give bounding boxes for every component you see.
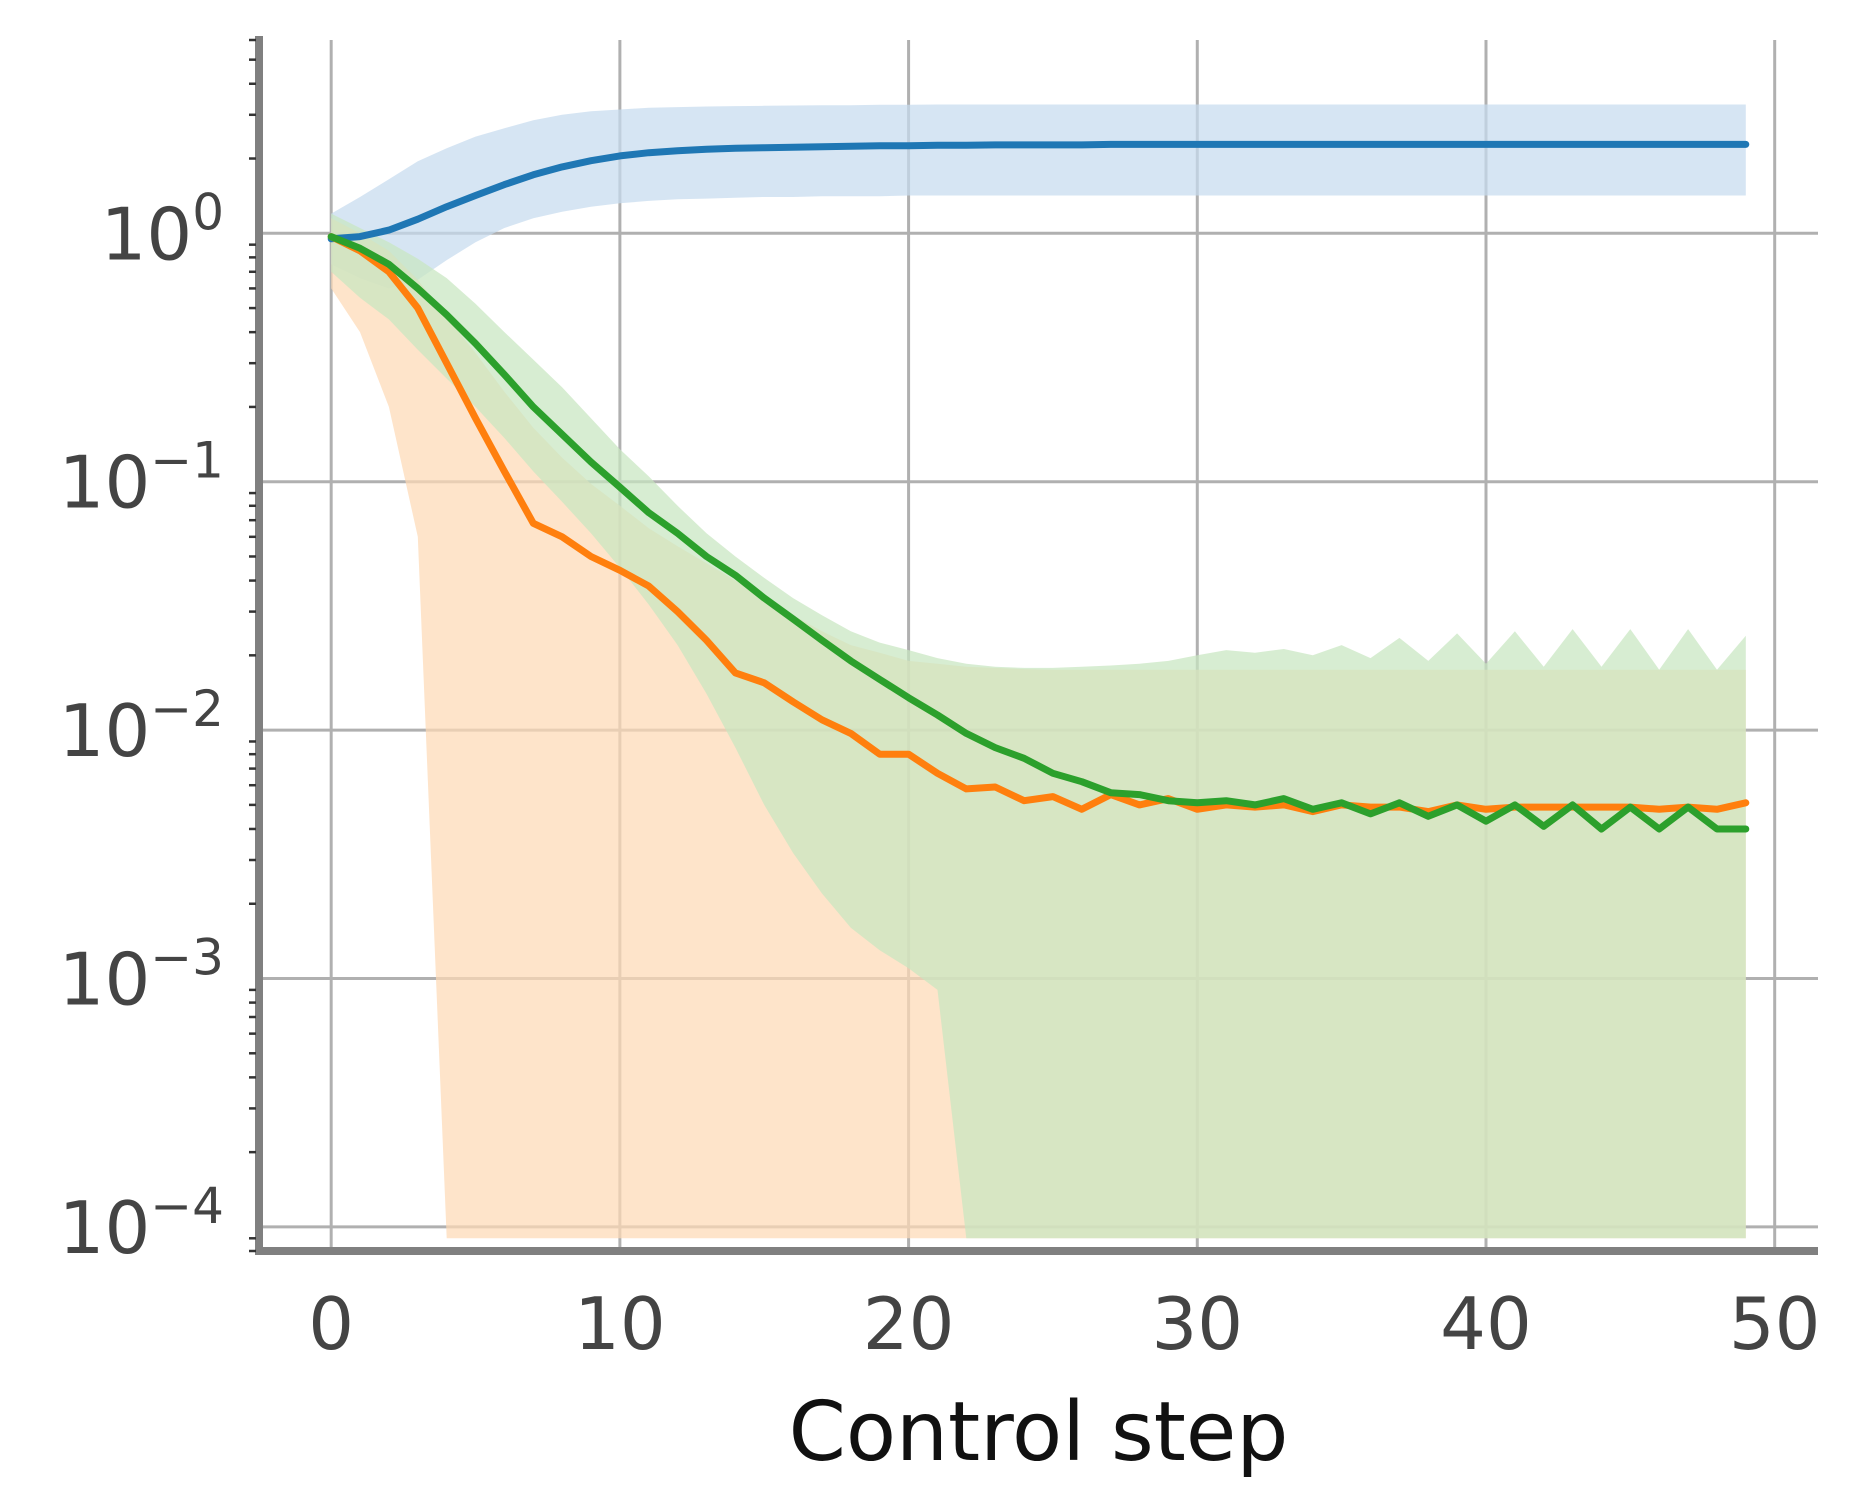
y-tick-exponent: −1: [150, 432, 224, 490]
x-tick-label: 0: [308, 1282, 354, 1366]
x-tick-label: 40: [1440, 1282, 1532, 1366]
x-tick-label: 10: [574, 1282, 666, 1366]
x-tick-label: 30: [1151, 1282, 1243, 1366]
y-tick-label: 10−4: [59, 1177, 224, 1270]
y-tick-base: 10: [59, 1186, 151, 1270]
series-3-line: [327, 233, 1750, 833]
y-tick-exponent: −2: [150, 680, 224, 738]
y-tick-base: 10: [59, 689, 151, 773]
y-tick-label: 10−3: [59, 929, 224, 1022]
y-tick-exponent: −3: [150, 929, 224, 987]
y-tick-base: 10: [59, 938, 151, 1022]
y-tick-label: 100: [101, 183, 224, 276]
x-tick-label: 20: [863, 1282, 955, 1366]
y-tick-exponent: −4: [150, 1177, 224, 1235]
x-tick-label: 50: [1729, 1282, 1821, 1366]
y-tick-label: 10−1: [59, 432, 224, 525]
y-tick-exponent: 0: [192, 183, 224, 241]
axes: [249, 36, 1818, 1255]
y-tick-base: 10: [59, 441, 151, 525]
series-lines: [327, 140, 1750, 833]
x-axis-title: Control step: [789, 1385, 1289, 1480]
series-1-line: [327, 140, 1750, 243]
series-3-band: [331, 213, 1746, 1239]
y-tick-label: 10−2: [59, 680, 224, 773]
y-tick-base: 10: [101, 192, 193, 276]
